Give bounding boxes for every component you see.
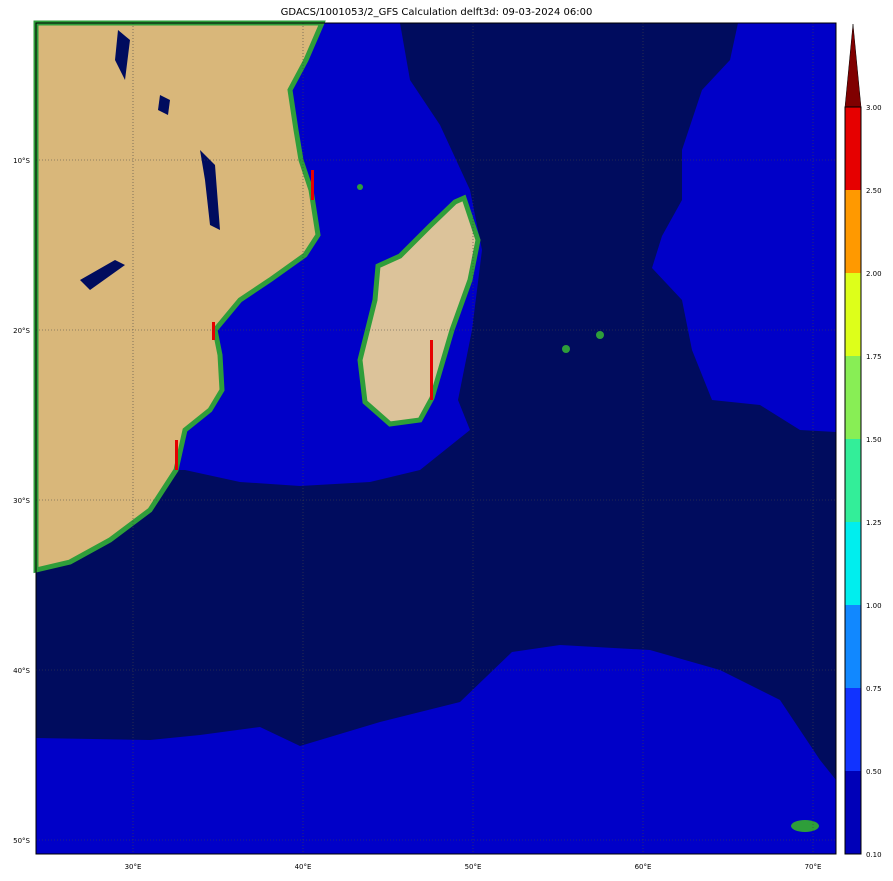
colorbar-segment: [845, 605, 861, 688]
islands: [357, 184, 819, 832]
colorbar-label: 3.00: [866, 104, 882, 112]
colorbar-label: 1.00: [866, 602, 882, 610]
y-tick: 10°S: [13, 157, 30, 165]
colorbar-label: 1.50: [866, 436, 882, 444]
colorbar-label: 0.10: [866, 851, 882, 859]
x-tick: 70°E: [805, 863, 822, 871]
colorbar-segment: [845, 688, 861, 771]
colorbar-extend-triangle: [844, 23, 862, 108]
colorbar-label: 0.75: [866, 685, 882, 693]
land-madagascar: [357, 194, 481, 427]
colorbar: 3.00 2.50 2.00 1.75 1.50 1.25 1.00 0.75 0.50 0.10: [844, 23, 882, 859]
colorbar-segment: [845, 356, 861, 439]
colorbar-segment: [845, 273, 861, 356]
shallow-ocean-south: [36, 645, 836, 854]
colorbar-label: 1.75: [866, 353, 882, 361]
y-tick: 50°S: [13, 837, 30, 845]
colorbar-label: 2.00: [866, 270, 882, 278]
colorbar-segment: [845, 439, 861, 522]
map-title: GDACS/1001053/2_GFS Calculation delft3d:…: [280, 7, 593, 18]
colorbar-segment: [845, 190, 861, 273]
y-tick: 40°S: [13, 667, 30, 675]
x-tick: 30°E: [125, 863, 142, 871]
x-tick: 60°E: [635, 863, 652, 871]
colorbar-label: 0.50: [866, 768, 882, 776]
x-tick: 40°E: [295, 863, 312, 871]
land-africa: [33, 20, 326, 574]
y-tick: 20°S: [13, 327, 30, 335]
y-tick: 30°S: [13, 497, 30, 505]
colorbar-segment: [845, 771, 861, 854]
colorbar-segment: [845, 107, 861, 190]
colorbar-frame: [844, 106, 862, 855]
x-tick: 50°E: [465, 863, 482, 871]
colorbar-label: 2.50: [866, 187, 882, 195]
colorbar-label: 1.25: [866, 519, 882, 527]
colorbar-segment: [845, 522, 861, 605]
lakes: [80, 30, 220, 290]
map-frame: [35, 22, 837, 855]
graticule: [36, 23, 836, 854]
surge-coastal-highlights: [175, 170, 433, 470]
